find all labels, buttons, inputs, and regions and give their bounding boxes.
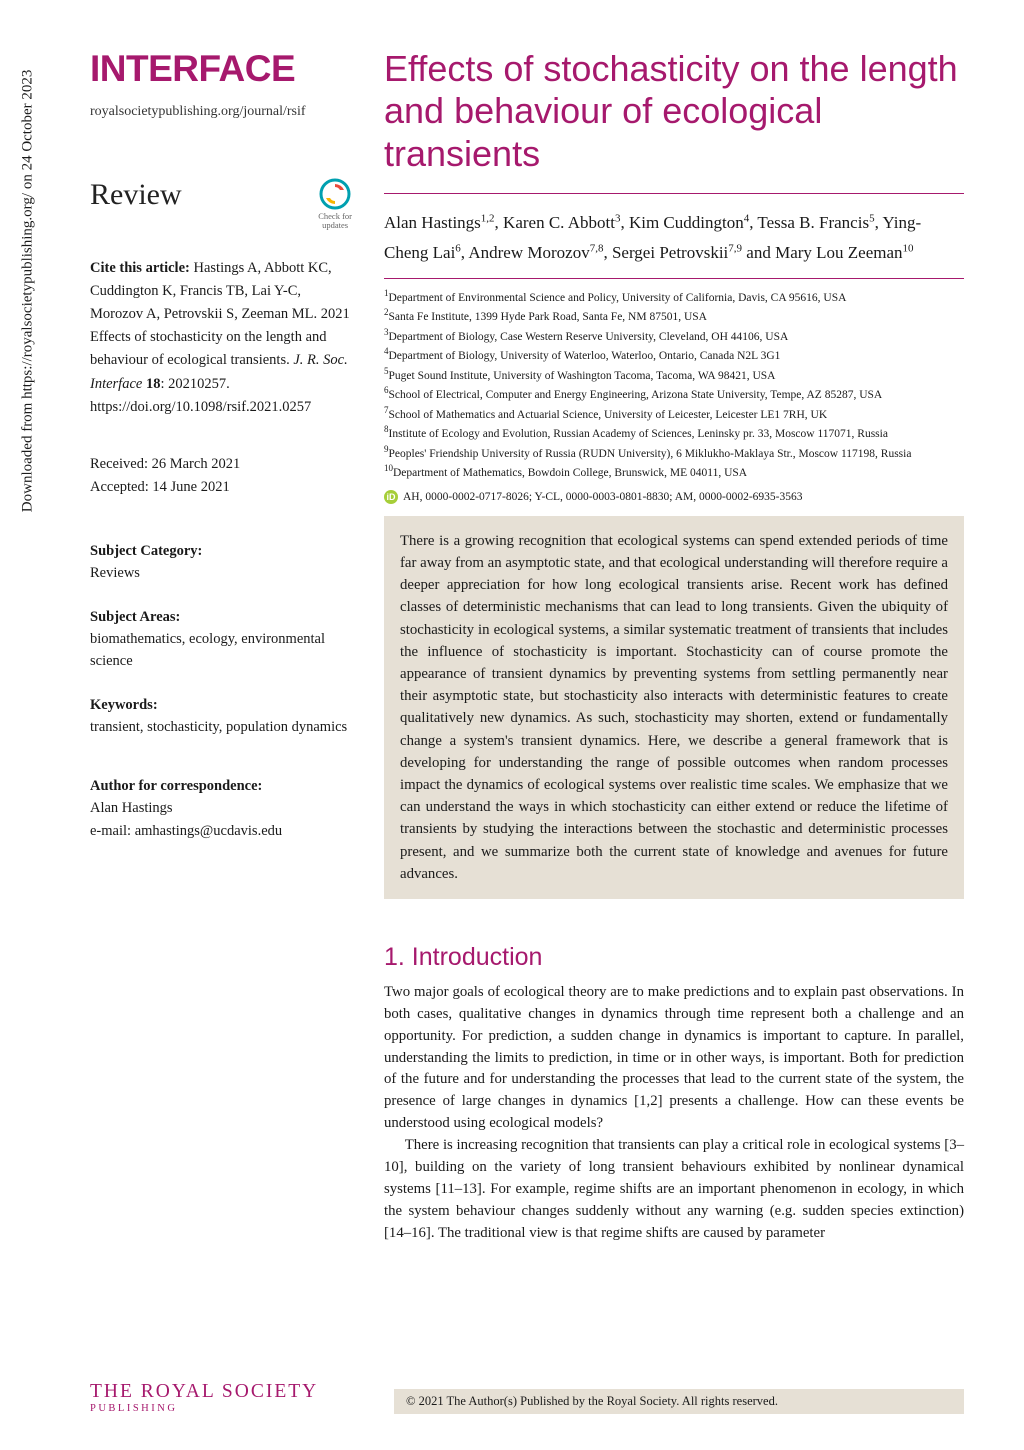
journal-name: INTERFACE [90,48,352,90]
correspondence-email[interactable]: e-mail: amhastings@ucdavis.edu [90,820,352,842]
authors-rule [384,278,964,279]
doi-link[interactable]: https://doi.org/10.1098/rsif.2021.0257 [90,399,311,415]
copyright-notice: © 2021 The Author(s) Published by the Ro… [394,1389,964,1414]
subject-areas-label: Subject Areas: [90,609,352,626]
publisher-logo: THE ROYAL SOCIETY PUBLISHING [90,1381,318,1414]
orcid-ids: AH, 0000-0002-0717-8026; Y-CL, 0000-0003… [403,491,803,503]
publisher-line1: THE ROYAL SOCIETY [90,1381,318,1403]
article-type: Review [90,178,182,212]
right-column: Effects of stochasticity on the length a… [384,48,964,1245]
section-1-body: Two major goals of ecological theory are… [384,982,964,1245]
citation-block: Cite this article: Hastings A, Abbott KC… [90,257,352,419]
check-for-updates-button[interactable]: Check forupdates [318,178,352,231]
article-title: Effects of stochasticity on the length a… [384,48,964,175]
orcid-icon: iD [384,490,398,504]
correspondence-label: Author for correspondence: [90,778,352,795]
abstract: There is a growing recognition that ecol… [384,516,964,899]
left-column: INTERFACE royalsocietypublishing.org/jou… [90,48,352,1245]
section-1-para-1: Two major goals of ecological theory are… [384,982,964,1135]
orcid-row: iD AH, 0000-0002-0717-8026; Y-CL, 0000-0… [384,490,964,504]
crossmark-icon [319,178,351,210]
keywords-label: Keywords: [90,697,352,714]
section-1-para-2: There is increasing recognition that tra… [384,1135,964,1244]
subject-category-label: Subject Category: [90,543,352,560]
subject-areas: biomathematics, ecology, environmental s… [90,628,352,673]
received-date: Received: 26 March 2021 [90,453,352,476]
publisher-line2: PUBLISHING [90,1403,318,1414]
authors-list: Alan Hastings1,2, Karen C. Abbott3, Kim … [384,208,964,268]
dates-block: Received: 26 March 2021 Accepted: 14 Jun… [90,453,352,499]
section-1-heading: 1. Introduction [384,943,964,972]
correspondence-name: Alan Hastings [90,797,352,819]
journal-url[interactable]: royalsocietypublishing.org/journal/rsif [90,104,352,120]
keywords: transient, stochasticity, population dyn… [90,716,352,738]
subject-category: Reviews [90,562,352,584]
title-rule [384,193,964,194]
accepted-date: Accepted: 14 June 2021 [90,476,352,499]
affiliations-list: 1Department of Environmental Science and… [384,287,964,482]
check-updates-label: Check forupdates [318,212,352,231]
